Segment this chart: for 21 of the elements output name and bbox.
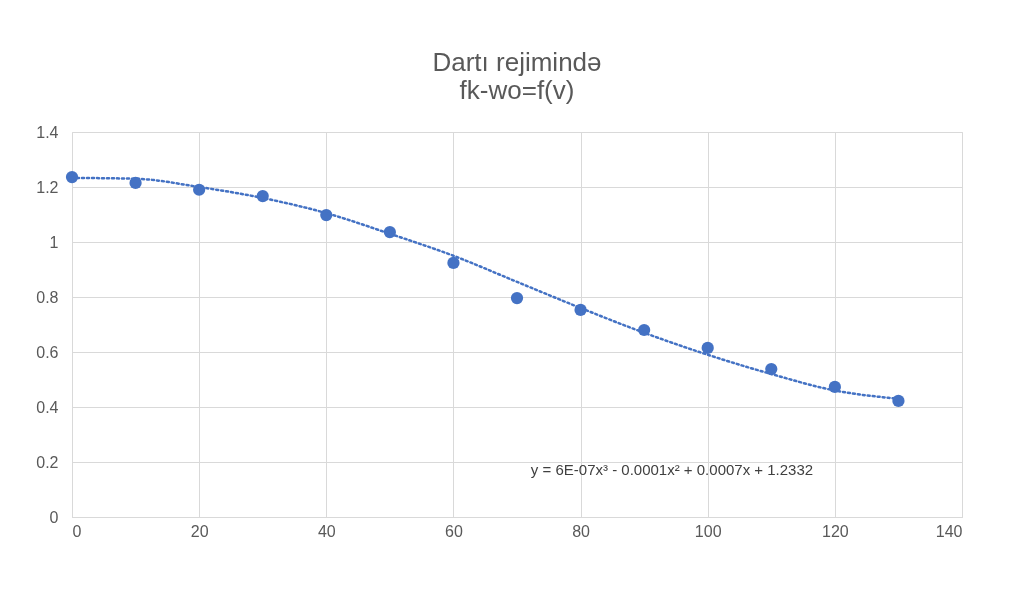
x-tick-label: 140 <box>935 522 963 540</box>
point <box>510 291 524 305</box>
y-tick-label: 0.2 <box>36 453 59 471</box>
y-tick-label: 0 <box>49 508 59 526</box>
point <box>701 341 714 354</box>
y-tick-label: 0.4 <box>36 398 59 416</box>
x-tick-label: 80 <box>572 522 591 540</box>
annotation: y = 6E-07x³ - 0.0001x² + 0.0007x + 1.2332 <box>530 461 814 478</box>
y-tick-label: 0.8 <box>36 288 59 306</box>
y-tick-label: 0.6 <box>36 343 59 361</box>
x-tick-label: 40 <box>317 522 336 540</box>
x-tick-label: 0 <box>72 522 82 540</box>
chart-title: Dartı rejimində fk-wo=f(v) <box>432 47 602 105</box>
point <box>447 256 460 270</box>
x-tick-label: 60 <box>445 522 463 540</box>
y-tick-label: 1.4 <box>36 123 59 141</box>
x-tick-label: 120 <box>822 522 849 540</box>
x-tick-label: 100 <box>694 522 722 540</box>
y-tick-label: 1 <box>49 233 59 251</box>
x-tick-label: 20 <box>190 522 209 540</box>
y-tick-label: 1.2 <box>36 178 59 196</box>
